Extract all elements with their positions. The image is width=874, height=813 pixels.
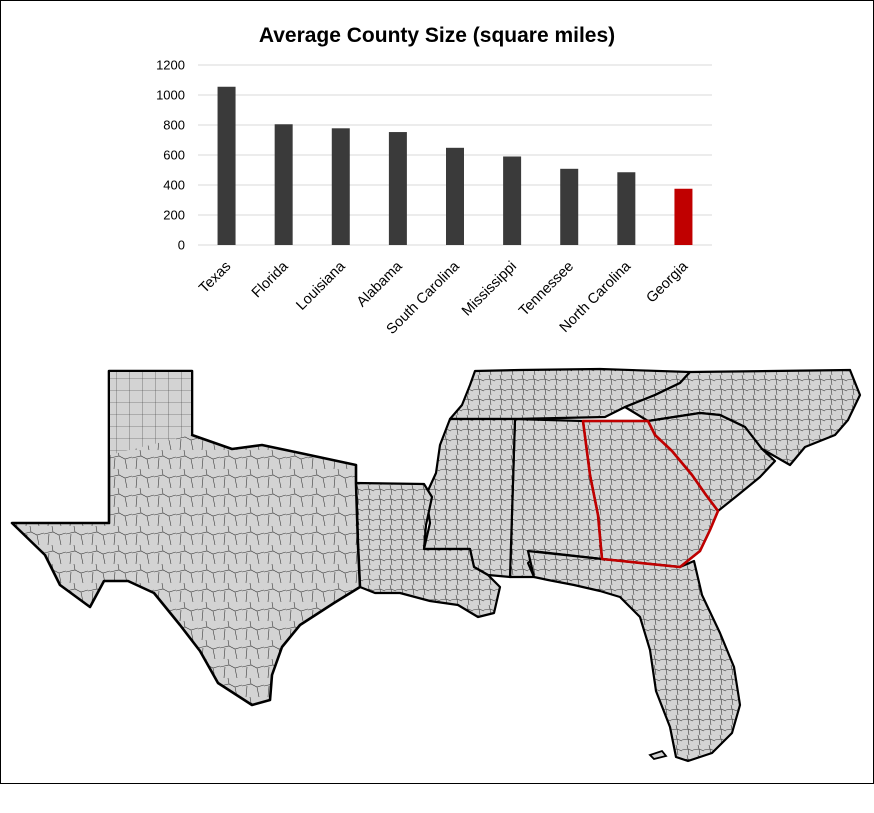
y-tick-label: 600	[163, 148, 185, 163]
bar-louisiana	[331, 128, 350, 245]
bar-tennessee	[560, 168, 579, 245]
y-tick-label: 1000	[156, 88, 185, 103]
bars	[217, 86, 693, 245]
bar-texas	[217, 86, 236, 245]
bar-florida	[274, 124, 293, 245]
state-texas	[10, 369, 362, 707]
state-louisiana	[354, 481, 502, 619]
x-tick-label: Tennessee	[516, 259, 577, 320]
texas-panhandle-counties	[110, 372, 191, 455]
chart-title: Average County Size (square miles)	[259, 24, 615, 47]
county-map	[10, 367, 862, 763]
y-tick-label: 400	[163, 178, 185, 193]
state-florida	[526, 549, 742, 763]
y-tick-label: 0	[178, 238, 185, 253]
florida-keys	[648, 749, 668, 760]
bar-north-carolina	[617, 172, 636, 245]
x-tick-label: Alabama	[354, 258, 406, 310]
bar-mississippi	[503, 156, 522, 245]
bar-chart: Average County Size (square miles) 0 200 4…	[156, 24, 712, 338]
x-tick-label: Louisiana	[293, 258, 349, 314]
x-tick-label: Florida	[249, 258, 292, 301]
georgia-highlight-outline	[581, 419, 720, 569]
bar-alabama	[388, 132, 407, 245]
bar-georgia	[674, 188, 693, 245]
x-tick-label: Georgia	[643, 258, 691, 306]
bar-south-carolina	[446, 147, 464, 245]
y-tick-label: 1200	[156, 58, 185, 73]
y-tick-label: 800	[163, 118, 185, 133]
x-tick-label: Mississippi	[459, 259, 520, 320]
y-tick-label: 200	[163, 208, 185, 223]
y-axis-ticks: 0 200 400 600 800 1000 1200	[156, 58, 185, 253]
x-tick-label: Texas	[196, 259, 234, 297]
